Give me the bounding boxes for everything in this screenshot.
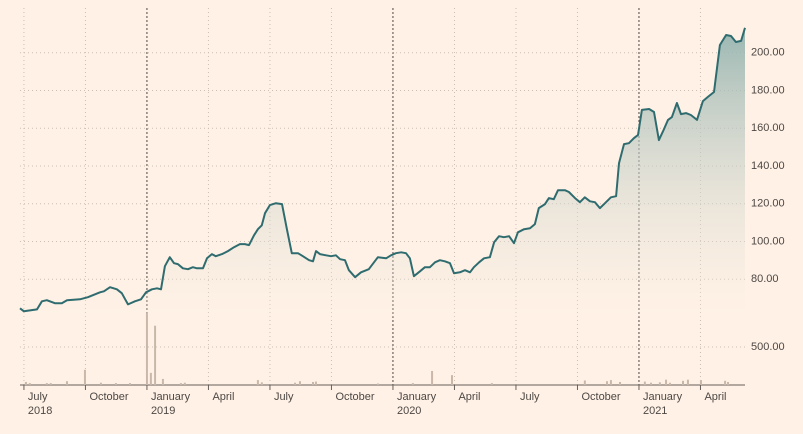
- y-tick-label: 120.00: [751, 198, 785, 210]
- volume-bar: [260, 382, 263, 385]
- volume-bar: [24, 381, 27, 385]
- volume-bar: [686, 379, 689, 385]
- x-tick-label: July: [274, 391, 294, 403]
- x-tick-label: April: [212, 391, 234, 403]
- y-tick-label: 80.00: [751, 273, 779, 285]
- y-tick-label: 180.00: [751, 84, 785, 96]
- volume-bar: [45, 383, 48, 385]
- year-label: 2021: [643, 405, 667, 417]
- volume-bar: [312, 381, 315, 385]
- volume-bar: [727, 381, 730, 385]
- volume-bar: [65, 381, 68, 385]
- volume-bar: [161, 378, 164, 385]
- volume-bar: [699, 380, 702, 385]
- volume-bar: [682, 380, 685, 385]
- volume-bar: [314, 381, 317, 385]
- year-label: 2020: [397, 405, 421, 417]
- price-line: [19, 27, 746, 313]
- year-label: 2019: [151, 405, 175, 417]
- volume-bar: [49, 383, 52, 385]
- x-tick-label: January: [397, 391, 437, 403]
- volume-bar: [668, 382, 671, 385]
- volume-bar: [450, 375, 453, 385]
- volume-bar: [179, 383, 182, 385]
- volume-bar: [609, 380, 612, 385]
- y-tick-label: 160.00: [751, 122, 785, 134]
- volume-bar: [28, 383, 31, 385]
- volume-bar: [83, 369, 86, 385]
- volume-bar: [605, 381, 608, 385]
- volume-bar: [183, 382, 186, 385]
- volume-bar: [490, 383, 493, 385]
- x-tick-label: July: [520, 391, 540, 403]
- x-tick-label: January: [151, 391, 191, 403]
- y-tick-label: 500.00: [751, 341, 785, 353]
- volume-bar: [431, 370, 434, 385]
- volume-bar: [128, 383, 131, 385]
- x-tick-label: July: [28, 391, 48, 403]
- x-tick-label: April: [458, 391, 480, 403]
- x-tick-label: April: [704, 391, 726, 403]
- volume-bar: [724, 380, 727, 385]
- volume-bar: [154, 325, 157, 385]
- y-tick-label: 200.00: [751, 47, 785, 59]
- volume-bar: [643, 381, 646, 385]
- volume-bar: [294, 382, 297, 385]
- volume-bar: [411, 383, 414, 385]
- y-tick-label: 100.00: [751, 235, 785, 247]
- x-tick-label: January: [643, 391, 683, 403]
- volume-bar: [658, 382, 661, 385]
- x-tick-label: October: [581, 391, 620, 403]
- volume-bar: [619, 381, 622, 385]
- volume-bar: [145, 312, 148, 385]
- volume-bar: [583, 380, 586, 385]
- volume-bar: [256, 380, 259, 385]
- x-tick-label: October: [335, 391, 374, 403]
- volume-bar: [99, 382, 102, 385]
- area-fill: [20, 27, 745, 318]
- volume-bar: [665, 379, 668, 385]
- volume-bar: [298, 381, 301, 385]
- volume-bar: [650, 382, 653, 385]
- volume-bar: [114, 383, 117, 385]
- year-label: 2018: [28, 405, 52, 417]
- x-tick-label: October: [89, 391, 128, 403]
- y-tick-label: 140.00: [751, 160, 785, 172]
- volume-bar: [149, 372, 152, 385]
- volume-bar: [376, 383, 379, 385]
